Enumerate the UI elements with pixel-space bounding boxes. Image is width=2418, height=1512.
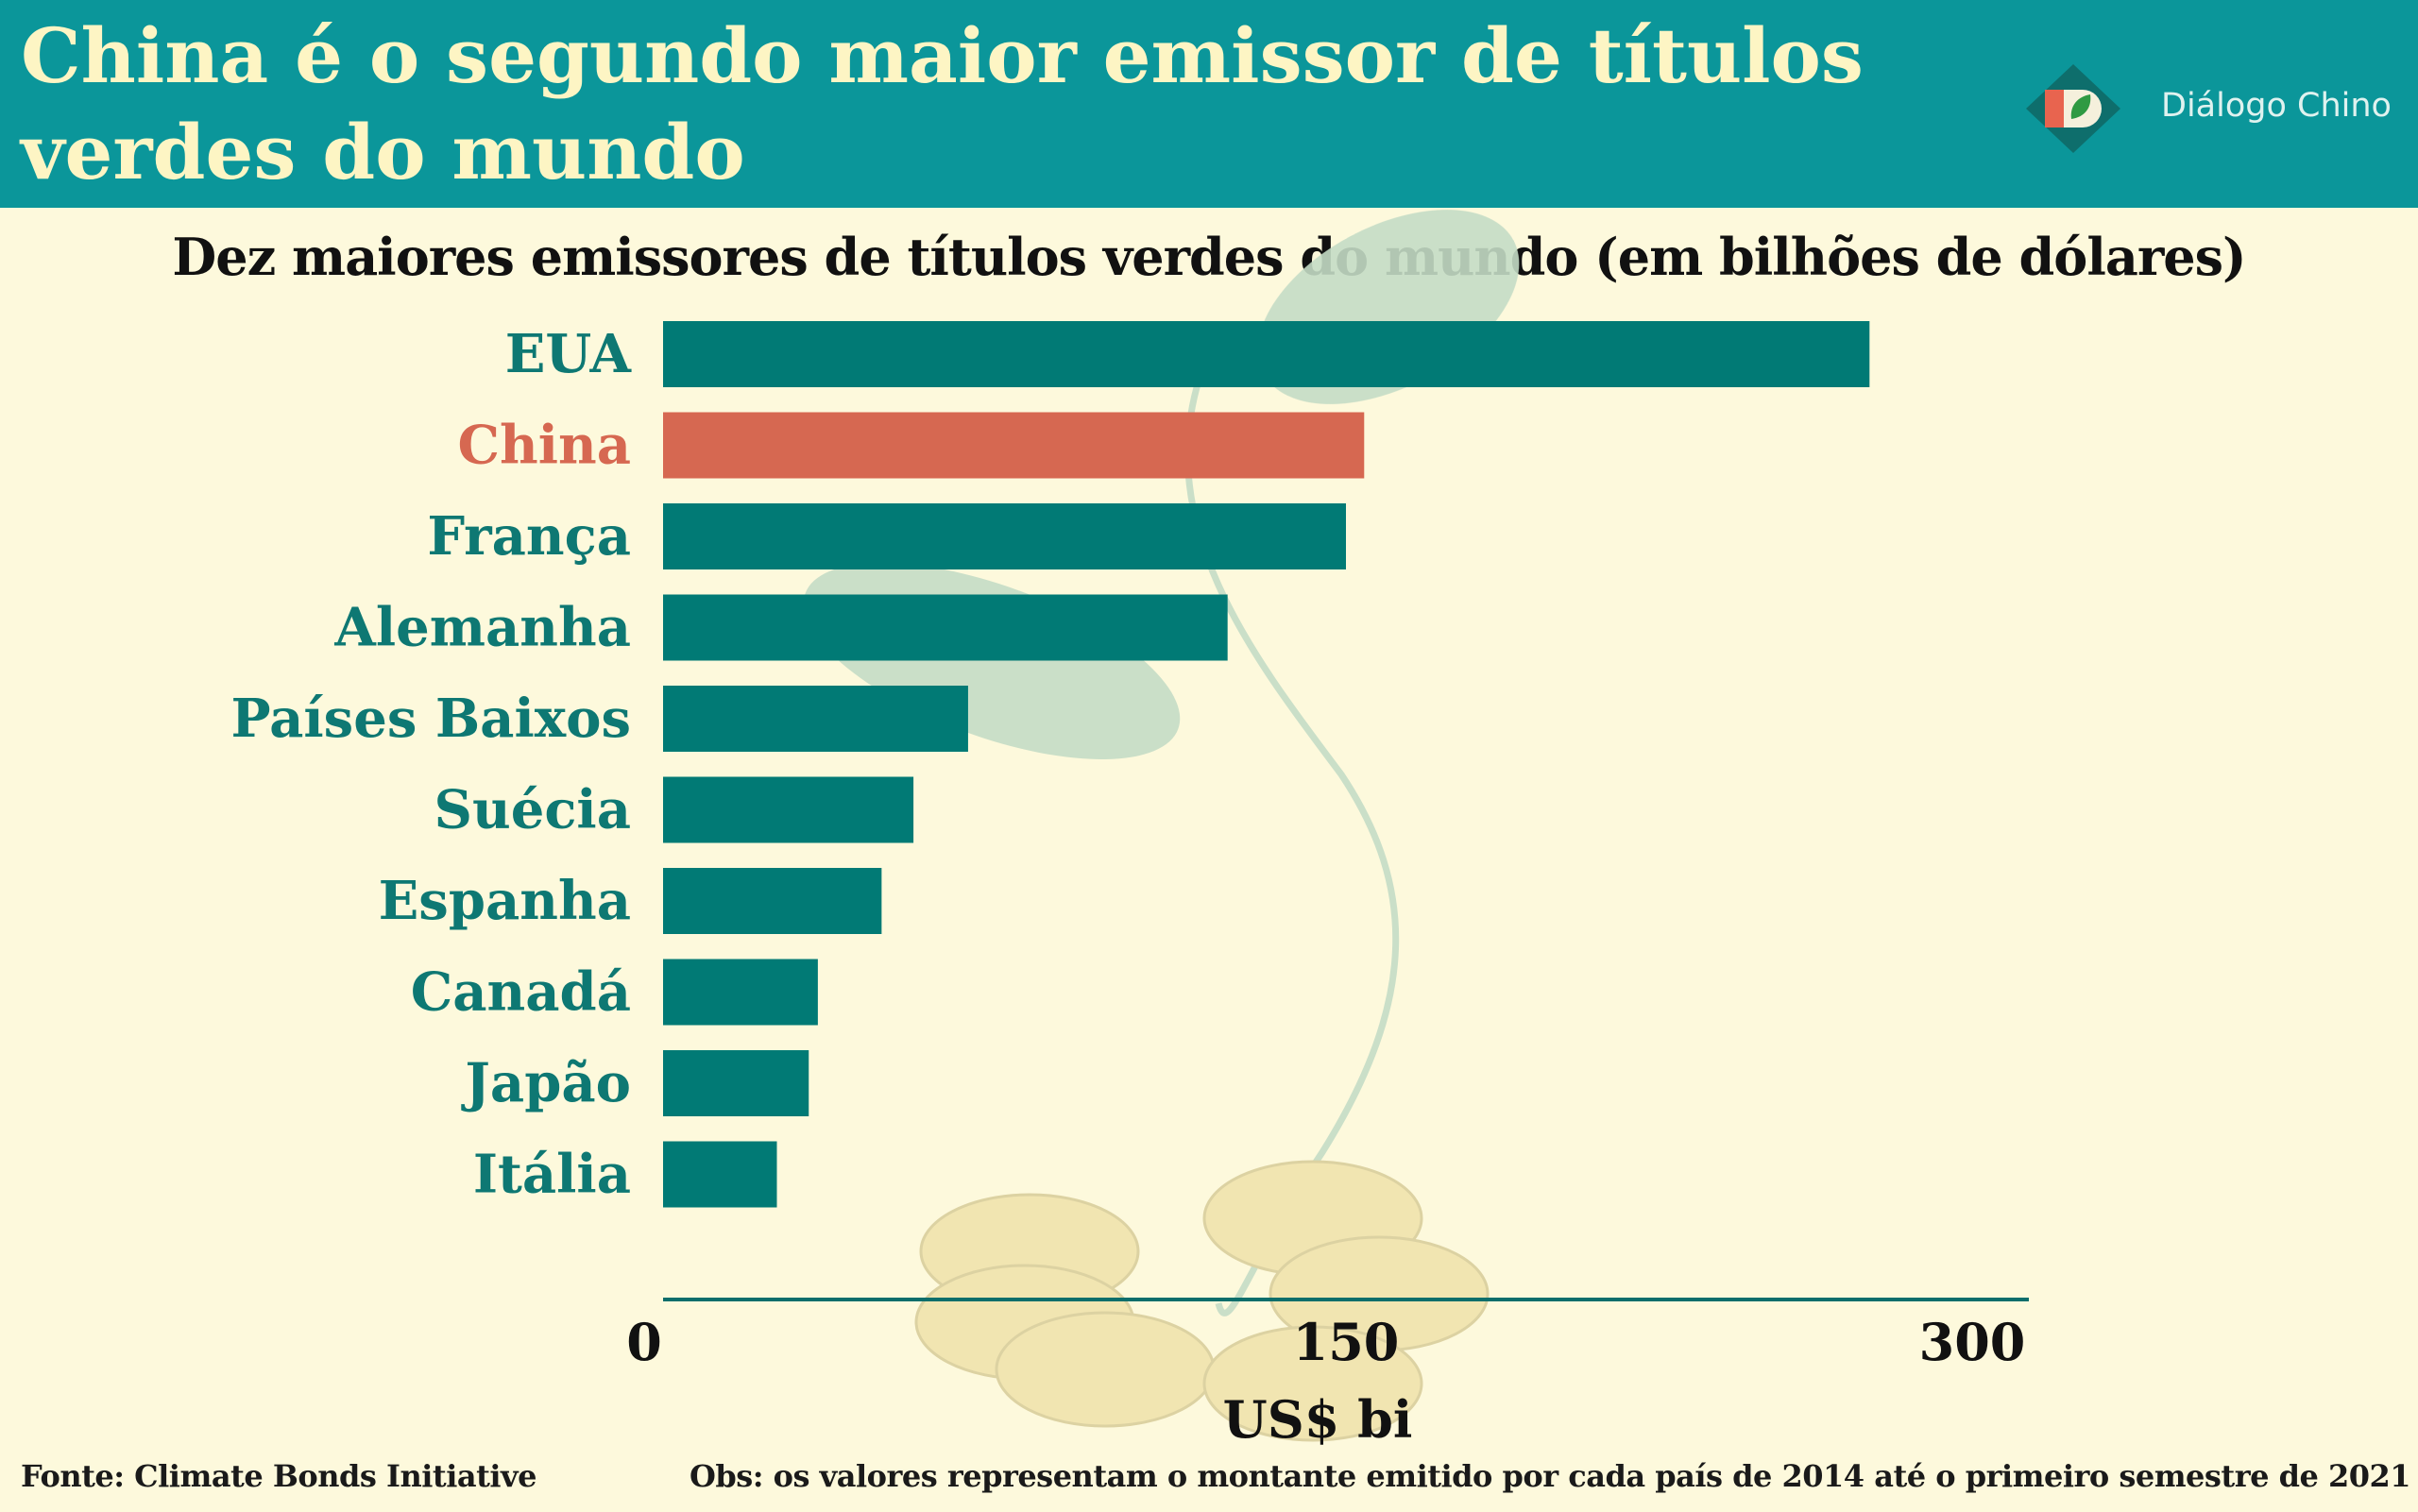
category-labels: EUA China França Alemanha Países Baixos Suéci… [231, 323, 633, 1206]
category-label-suecia: Suécia [434, 779, 631, 841]
bar-canada [663, 959, 818, 1026]
dialogo-chino-logo-icon [2026, 64, 2120, 153]
page-title: China é o segundo maior emissor de títul… [21, 11, 1864, 196]
bars-group [663, 321, 1870, 1208]
category-label-paises-baixos: Países Baixos [231, 688, 632, 750]
source-note: Fonte: Climate Bonds Initiative [21, 1458, 536, 1494]
x-tick-labels: 0 150 300 [626, 1312, 2025, 1372]
chart-title: Dez maiores emissores de títulos verdes … [172, 227, 2246, 287]
bar-japao [663, 1050, 809, 1116]
x-tick-label: 300 [1919, 1312, 2026, 1372]
coins-illustration [914, 1160, 1490, 1442]
category-label-canada: Canadá [411, 961, 631, 1024]
category-label-franca: França [427, 505, 631, 568]
category-label-italia: Itália [473, 1144, 631, 1206]
category-label-alemanha: Alemanha [333, 597, 631, 659]
category-label-eua: EUA [505, 323, 633, 385]
x-tick-label: 150 [1293, 1312, 1400, 1372]
bar-suecia [663, 776, 914, 843]
bar-china [663, 412, 1365, 479]
observation-note: Obs: os valores representam o montante e… [689, 1458, 2411, 1494]
category-label-espanha: Espanha [379, 870, 631, 932]
bar-franca [663, 503, 1346, 569]
logo-text: Diálogo Chino [2161, 87, 2392, 125]
x-axis-label: US$ bi [1223, 1389, 1413, 1450]
header-banner: China é o segundo maior emissor de títul… [0, 0, 2418, 208]
category-label-china: China [457, 415, 631, 477]
category-label-japao: Japão [460, 1052, 631, 1114]
bar-italia [663, 1141, 777, 1208]
x-tick-label: 0 [626, 1312, 662, 1372]
bar-espanha [663, 868, 882, 934]
bar-paises-baixos [663, 686, 968, 752]
bar-alemanha [663, 594, 1228, 661]
bar-eua [663, 321, 1870, 387]
